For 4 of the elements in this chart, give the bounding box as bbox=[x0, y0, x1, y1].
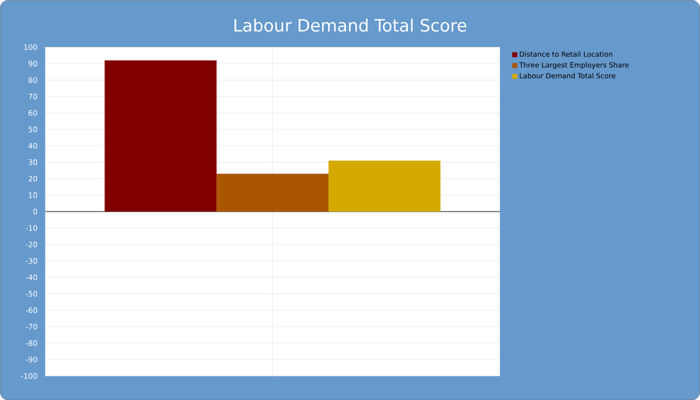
bar bbox=[216, 174, 329, 212]
bar bbox=[328, 160, 440, 212]
chart-title: Labour Demand Total Score bbox=[234, 18, 466, 32]
bar bbox=[104, 60, 217, 212]
